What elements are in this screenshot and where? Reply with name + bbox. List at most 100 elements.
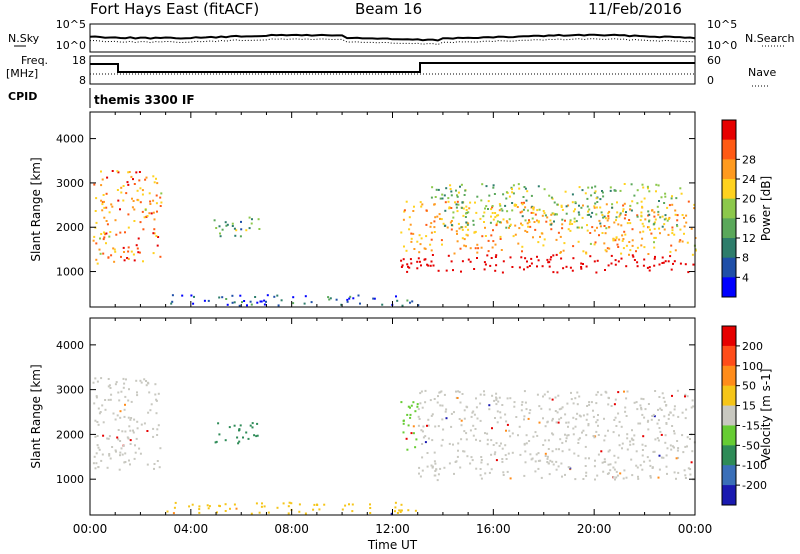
range-cell xyxy=(235,507,238,510)
range-cell xyxy=(152,175,155,178)
range-cell xyxy=(409,223,412,226)
colorbar-tick-label: 8 xyxy=(742,252,749,265)
range-cell xyxy=(626,437,629,440)
range-cell xyxy=(582,414,585,417)
range-cell xyxy=(214,441,217,444)
range-cell xyxy=(538,421,541,424)
range-cell xyxy=(346,300,349,303)
range-cell xyxy=(590,401,593,404)
range-cell xyxy=(267,511,270,514)
range-cell xyxy=(458,227,461,230)
range-cell xyxy=(633,401,636,404)
range-cell xyxy=(653,415,656,418)
range-cell xyxy=(591,211,594,214)
range-cell xyxy=(557,231,560,234)
range-cell xyxy=(138,179,141,182)
range-cell xyxy=(676,219,679,222)
range-cell xyxy=(548,265,551,268)
range-cell xyxy=(221,296,224,299)
range-cell xyxy=(153,228,156,231)
range-cell xyxy=(559,235,562,238)
range-cell xyxy=(630,183,633,186)
range-cell xyxy=(157,424,160,427)
range-cell xyxy=(673,430,675,433)
range-cell xyxy=(263,303,266,306)
range-cell xyxy=(465,212,467,215)
range-cell xyxy=(135,244,138,247)
range-cell xyxy=(94,210,97,212)
y-tick-label: 3000 xyxy=(56,384,84,397)
range-cell xyxy=(662,396,665,399)
range-cell xyxy=(424,401,427,404)
range-cell xyxy=(460,424,463,427)
range-cell xyxy=(396,299,399,302)
range-cell xyxy=(418,251,421,254)
range-cell xyxy=(119,231,122,234)
range-cell xyxy=(683,225,686,228)
range-cell xyxy=(441,418,444,421)
range-cell xyxy=(434,216,437,219)
range-cell xyxy=(629,222,632,225)
range-cell xyxy=(588,457,590,460)
range-cell xyxy=(114,250,117,253)
range-cell xyxy=(542,444,545,446)
colorbar-swatch xyxy=(722,218,736,239)
range-cell xyxy=(642,264,645,267)
range-cell xyxy=(344,504,347,507)
range-cell xyxy=(509,477,512,480)
range-cell xyxy=(498,444,501,447)
range-cell xyxy=(111,170,114,172)
range-cell xyxy=(462,207,465,210)
range-cell xyxy=(535,453,538,456)
range-cell xyxy=(552,271,555,274)
range-cell xyxy=(560,257,563,260)
range-cell xyxy=(148,192,151,195)
range-cell xyxy=(484,207,486,210)
range-cell xyxy=(661,262,664,264)
range-cell xyxy=(596,259,599,262)
range-cell xyxy=(132,253,135,256)
range-cell xyxy=(615,425,618,427)
range-cell xyxy=(119,410,122,413)
range-cell xyxy=(115,233,118,236)
colorbar-tick-label: 20 xyxy=(742,193,756,206)
x-tick-label: 00:00 xyxy=(73,522,108,536)
range-cell xyxy=(658,427,661,429)
range-cell xyxy=(622,238,625,240)
range-cell xyxy=(437,425,440,428)
range-cell xyxy=(603,215,606,218)
range-cell xyxy=(231,294,234,297)
range-cell xyxy=(653,246,656,249)
range-cell xyxy=(686,445,688,448)
range-cell xyxy=(527,209,529,212)
range-cell xyxy=(521,245,524,248)
range-cell xyxy=(497,214,500,217)
range-cell xyxy=(413,205,415,208)
range-cell xyxy=(556,203,559,206)
range-cell xyxy=(663,228,666,231)
range-cell xyxy=(506,210,509,213)
range-cell xyxy=(348,297,351,300)
range-cell xyxy=(561,223,564,226)
range-cell xyxy=(665,422,668,425)
range-cell xyxy=(686,436,689,439)
range-cell xyxy=(133,183,136,185)
range-cell xyxy=(563,242,566,245)
range-cell xyxy=(628,219,631,221)
range-cell xyxy=(122,185,125,187)
range-cell xyxy=(582,250,585,253)
range-cell xyxy=(636,408,639,411)
range-cell xyxy=(475,397,477,400)
range-cell xyxy=(570,398,573,401)
range-cell xyxy=(684,477,687,479)
range-cell xyxy=(584,457,587,460)
range-cell xyxy=(469,201,472,204)
range-cell xyxy=(676,440,679,442)
range-cell xyxy=(671,445,674,448)
range-cell xyxy=(546,455,549,458)
range-cell xyxy=(108,211,111,214)
range-cell xyxy=(613,403,616,406)
range-cell xyxy=(636,189,639,192)
range-cell xyxy=(660,409,663,411)
range-cell xyxy=(427,264,430,267)
